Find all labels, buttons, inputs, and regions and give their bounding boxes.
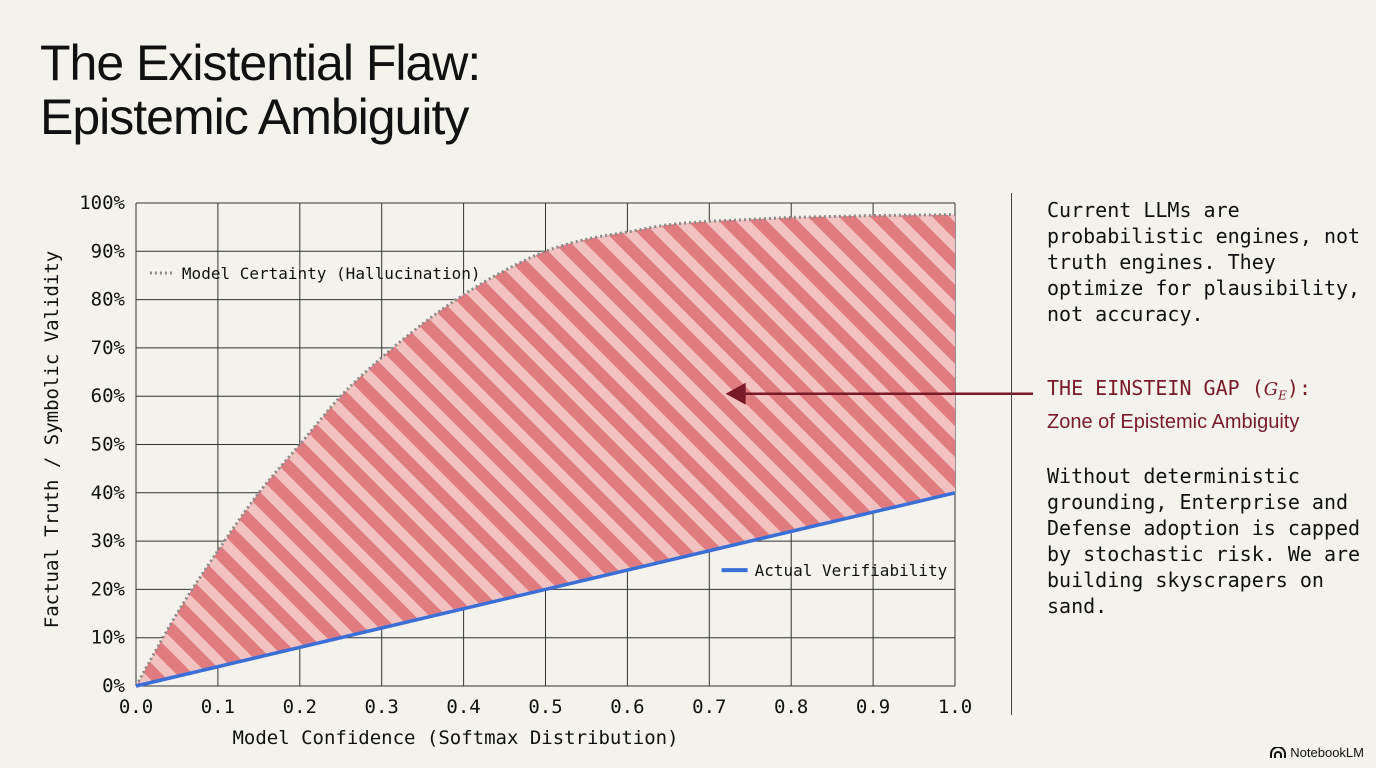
y-tick-label: 10% (91, 627, 126, 649)
gap-symbol-subscript: E (1278, 388, 1287, 403)
legend-certainty-label: Model Certainty (Hallucination) (182, 264, 481, 283)
y-tick-label: 50% (91, 434, 126, 456)
gap-label-prefix: THE EINSTEIN GAP ( (1047, 376, 1264, 400)
x-tick-label: 0.1 (201, 696, 235, 718)
risk-paragraph: Without deterministic grounding, Enterpr… (1047, 464, 1361, 618)
x-tick-label: 0.3 (365, 696, 399, 718)
title-line-2: Epistemic Ambiguity (40, 89, 469, 145)
legend-actual-label: Actual Verifiability (755, 561, 948, 580)
einstein-gap-label: THE EINSTEIN GAP (GE): (1047, 375, 1367, 409)
actual-verifiability-line (135, 491, 956, 688)
title-line-1: The Existential Flaw: (40, 35, 481, 91)
y-tick-label: 60% (91, 385, 126, 407)
x-tick-label: 0.0 (119, 696, 153, 718)
brand-label: NotebookLM (1290, 745, 1364, 760)
y-tick-label: 40% (91, 482, 126, 504)
x-tick-label: 0.4 (446, 696, 480, 718)
y-tick-label: 80% (91, 289, 126, 311)
y-axis-label: Factual Truth / Symbolic Validity (41, 251, 63, 629)
x-tick-label: 0.5 (528, 696, 562, 718)
x-tick-label: 1.0 (938, 696, 972, 718)
y-tick-label: 90% (91, 240, 126, 262)
gap-symbol-letter: G (1263, 379, 1279, 400)
x-axis-label: Model Confidence (Softmax Distribution) (232, 727, 678, 749)
slide-title: The Existential Flaw: Epistemic Ambiguit… (40, 35, 481, 145)
y-tick-label: 30% (91, 530, 126, 552)
x-tick-label: 0.7 (692, 696, 726, 718)
gap-label-suffix: ): (1286, 376, 1311, 400)
x-tick-label: 0.6 (610, 696, 644, 718)
y-tick-label: 100% (79, 192, 125, 214)
brand-mark: NotebookLM (1270, 745, 1364, 760)
gap-symbol: GE (1263, 379, 1287, 403)
einstein-gap-callout: THE EINSTEIN GAP (GE): Zone of Epistemic… (1047, 375, 1367, 435)
vertical-divider (1011, 193, 1012, 715)
y-tick-label: 20% (91, 578, 126, 600)
einstein-gap-region (136, 214, 955, 687)
x-tick-label: 0.9 (856, 696, 890, 718)
y-tick-label: 0% (102, 675, 125, 697)
einstein-gap-subtitle: Zone of Epistemic Ambiguity (1047, 410, 1300, 433)
intro-paragraph: Current LLMs are probabilistic engines, … (1047, 198, 1361, 326)
notebooklm-logo-icon (1270, 746, 1287, 758)
x-tick-label: 0.8 (774, 696, 808, 718)
x-tick-label: 0.2 (283, 696, 317, 718)
y-tick-label: 70% (91, 337, 126, 359)
einstein-gap-arrowhead (725, 382, 746, 405)
